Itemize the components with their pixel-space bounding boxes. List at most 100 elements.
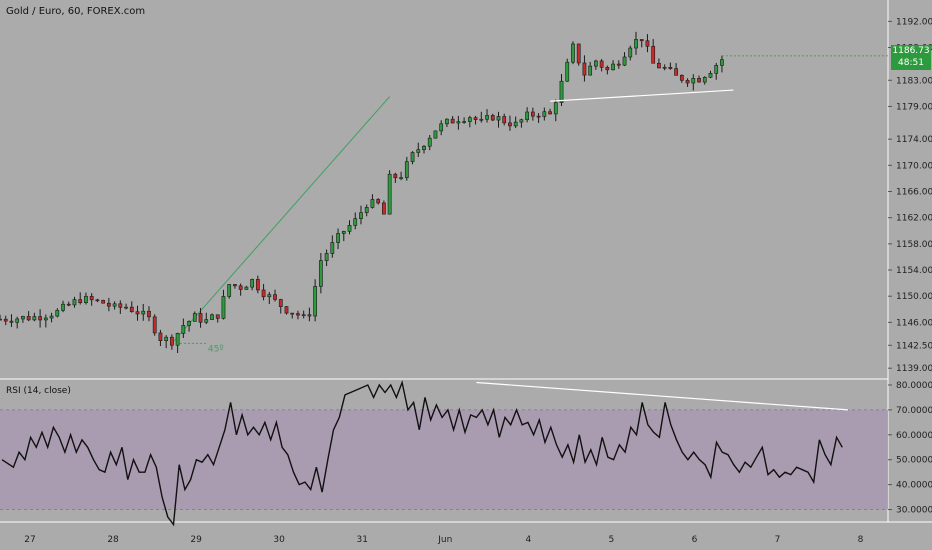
rsi-trendline <box>476 381 849 411</box>
candle-body <box>296 313 300 316</box>
price-tick-label: 1170.00 <box>896 161 932 171</box>
candle-body <box>559 80 564 103</box>
candle-body <box>347 225 352 232</box>
price-tick-label: 1166.00 <box>896 188 932 198</box>
candle-body <box>576 43 581 64</box>
candle-body <box>49 315 54 319</box>
candle-body <box>158 332 163 341</box>
candle-body <box>536 115 541 118</box>
candle-body <box>416 149 421 153</box>
candle-body <box>473 117 478 120</box>
candle-body <box>490 115 495 121</box>
candle-body <box>359 212 363 219</box>
candle-body <box>9 320 14 323</box>
candle-body <box>393 173 398 179</box>
candle-body <box>187 321 191 326</box>
candle-body <box>66 303 71 306</box>
rsi-label: RSI (14, close) <box>6 386 71 396</box>
candle-body <box>307 314 312 317</box>
candle-body <box>101 300 106 304</box>
candle-body <box>192 313 197 322</box>
candle-body <box>61 303 65 311</box>
candle-body <box>422 145 426 151</box>
candle-body <box>55 310 60 317</box>
candle-body <box>479 118 484 121</box>
angle-trend-line <box>171 96 390 344</box>
rsi-tick-label: 60.0000 <box>896 431 932 441</box>
candle-body <box>657 62 661 69</box>
candle-body <box>588 65 593 76</box>
candle-body <box>485 115 489 120</box>
candle-body <box>662 66 667 69</box>
candle-body <box>519 119 524 123</box>
rsi-tick-label: 70.0000 <box>896 406 932 416</box>
time-tick-label: 29 <box>190 535 202 545</box>
price-tick-label: 1179.00 <box>896 102 932 112</box>
rsi-tick-label: 40.0000 <box>896 481 932 491</box>
candle-body <box>141 310 146 315</box>
candle-body <box>273 294 277 300</box>
price-tick-label: 1142.50 <box>896 341 932 351</box>
angle-label: 45º <box>208 344 224 354</box>
candle-body <box>668 66 673 69</box>
candle-body <box>135 311 140 315</box>
price-tick-label: 1158.00 <box>896 240 932 250</box>
candle-body <box>318 260 323 287</box>
candle-body <box>542 111 547 117</box>
candle-body <box>330 242 335 254</box>
candle-body <box>26 316 31 321</box>
candle-body <box>616 63 621 66</box>
candle-body <box>244 286 249 290</box>
time-tick-label: 27 <box>24 535 35 545</box>
candle-body <box>290 312 295 315</box>
candle-body <box>582 62 587 76</box>
time-tick-label: 4 <box>525 535 531 545</box>
candle-body <box>210 314 214 320</box>
price-tick-label: 1139.00 <box>896 364 932 374</box>
candle-body <box>508 122 512 127</box>
price-tick-label: 1154.00 <box>896 266 932 276</box>
candle-body <box>15 318 20 323</box>
candle-body <box>170 336 174 346</box>
candle-body <box>404 161 409 178</box>
candle-body <box>496 116 501 121</box>
rsi-band <box>0 409 888 510</box>
candle-body <box>95 299 100 302</box>
price-tick-label: 1192.00 <box>896 17 932 27</box>
candle-body <box>720 59 724 66</box>
candle-body <box>565 61 570 82</box>
candle-body <box>89 295 94 301</box>
candle-body <box>215 314 220 319</box>
candle-body <box>147 310 151 318</box>
candle-body <box>462 121 466 123</box>
candle-body <box>445 118 449 125</box>
candle-body <box>72 299 77 306</box>
candle-body <box>382 202 386 215</box>
price-tick-label: 1146.00 <box>896 318 932 328</box>
price-tick-label: 1150.00 <box>896 292 932 302</box>
candle-body <box>324 253 329 261</box>
candle-body <box>708 73 713 78</box>
time-tick-label: 8 <box>858 535 864 545</box>
candle-body <box>301 314 306 317</box>
candle-body <box>679 75 684 81</box>
candle-body <box>267 294 272 298</box>
candle-body <box>399 177 403 179</box>
candle-body <box>651 45 656 64</box>
candle-body <box>553 102 558 115</box>
candle-body <box>433 130 438 139</box>
candle-body <box>341 231 346 234</box>
candle-body <box>594 60 598 67</box>
time-tick-label: 30 <box>273 535 285 545</box>
candle-body <box>221 296 226 319</box>
price-badge-value: 1186.73 <box>892 46 930 56</box>
candle-body <box>129 306 134 313</box>
candle-body <box>313 286 318 317</box>
candle-body <box>439 123 444 132</box>
candle-body <box>467 117 472 122</box>
price-tick-label: 1174.00 <box>896 135 932 145</box>
price-badge-countdown: 48:51 <box>898 58 924 68</box>
candle-body <box>571 43 575 63</box>
